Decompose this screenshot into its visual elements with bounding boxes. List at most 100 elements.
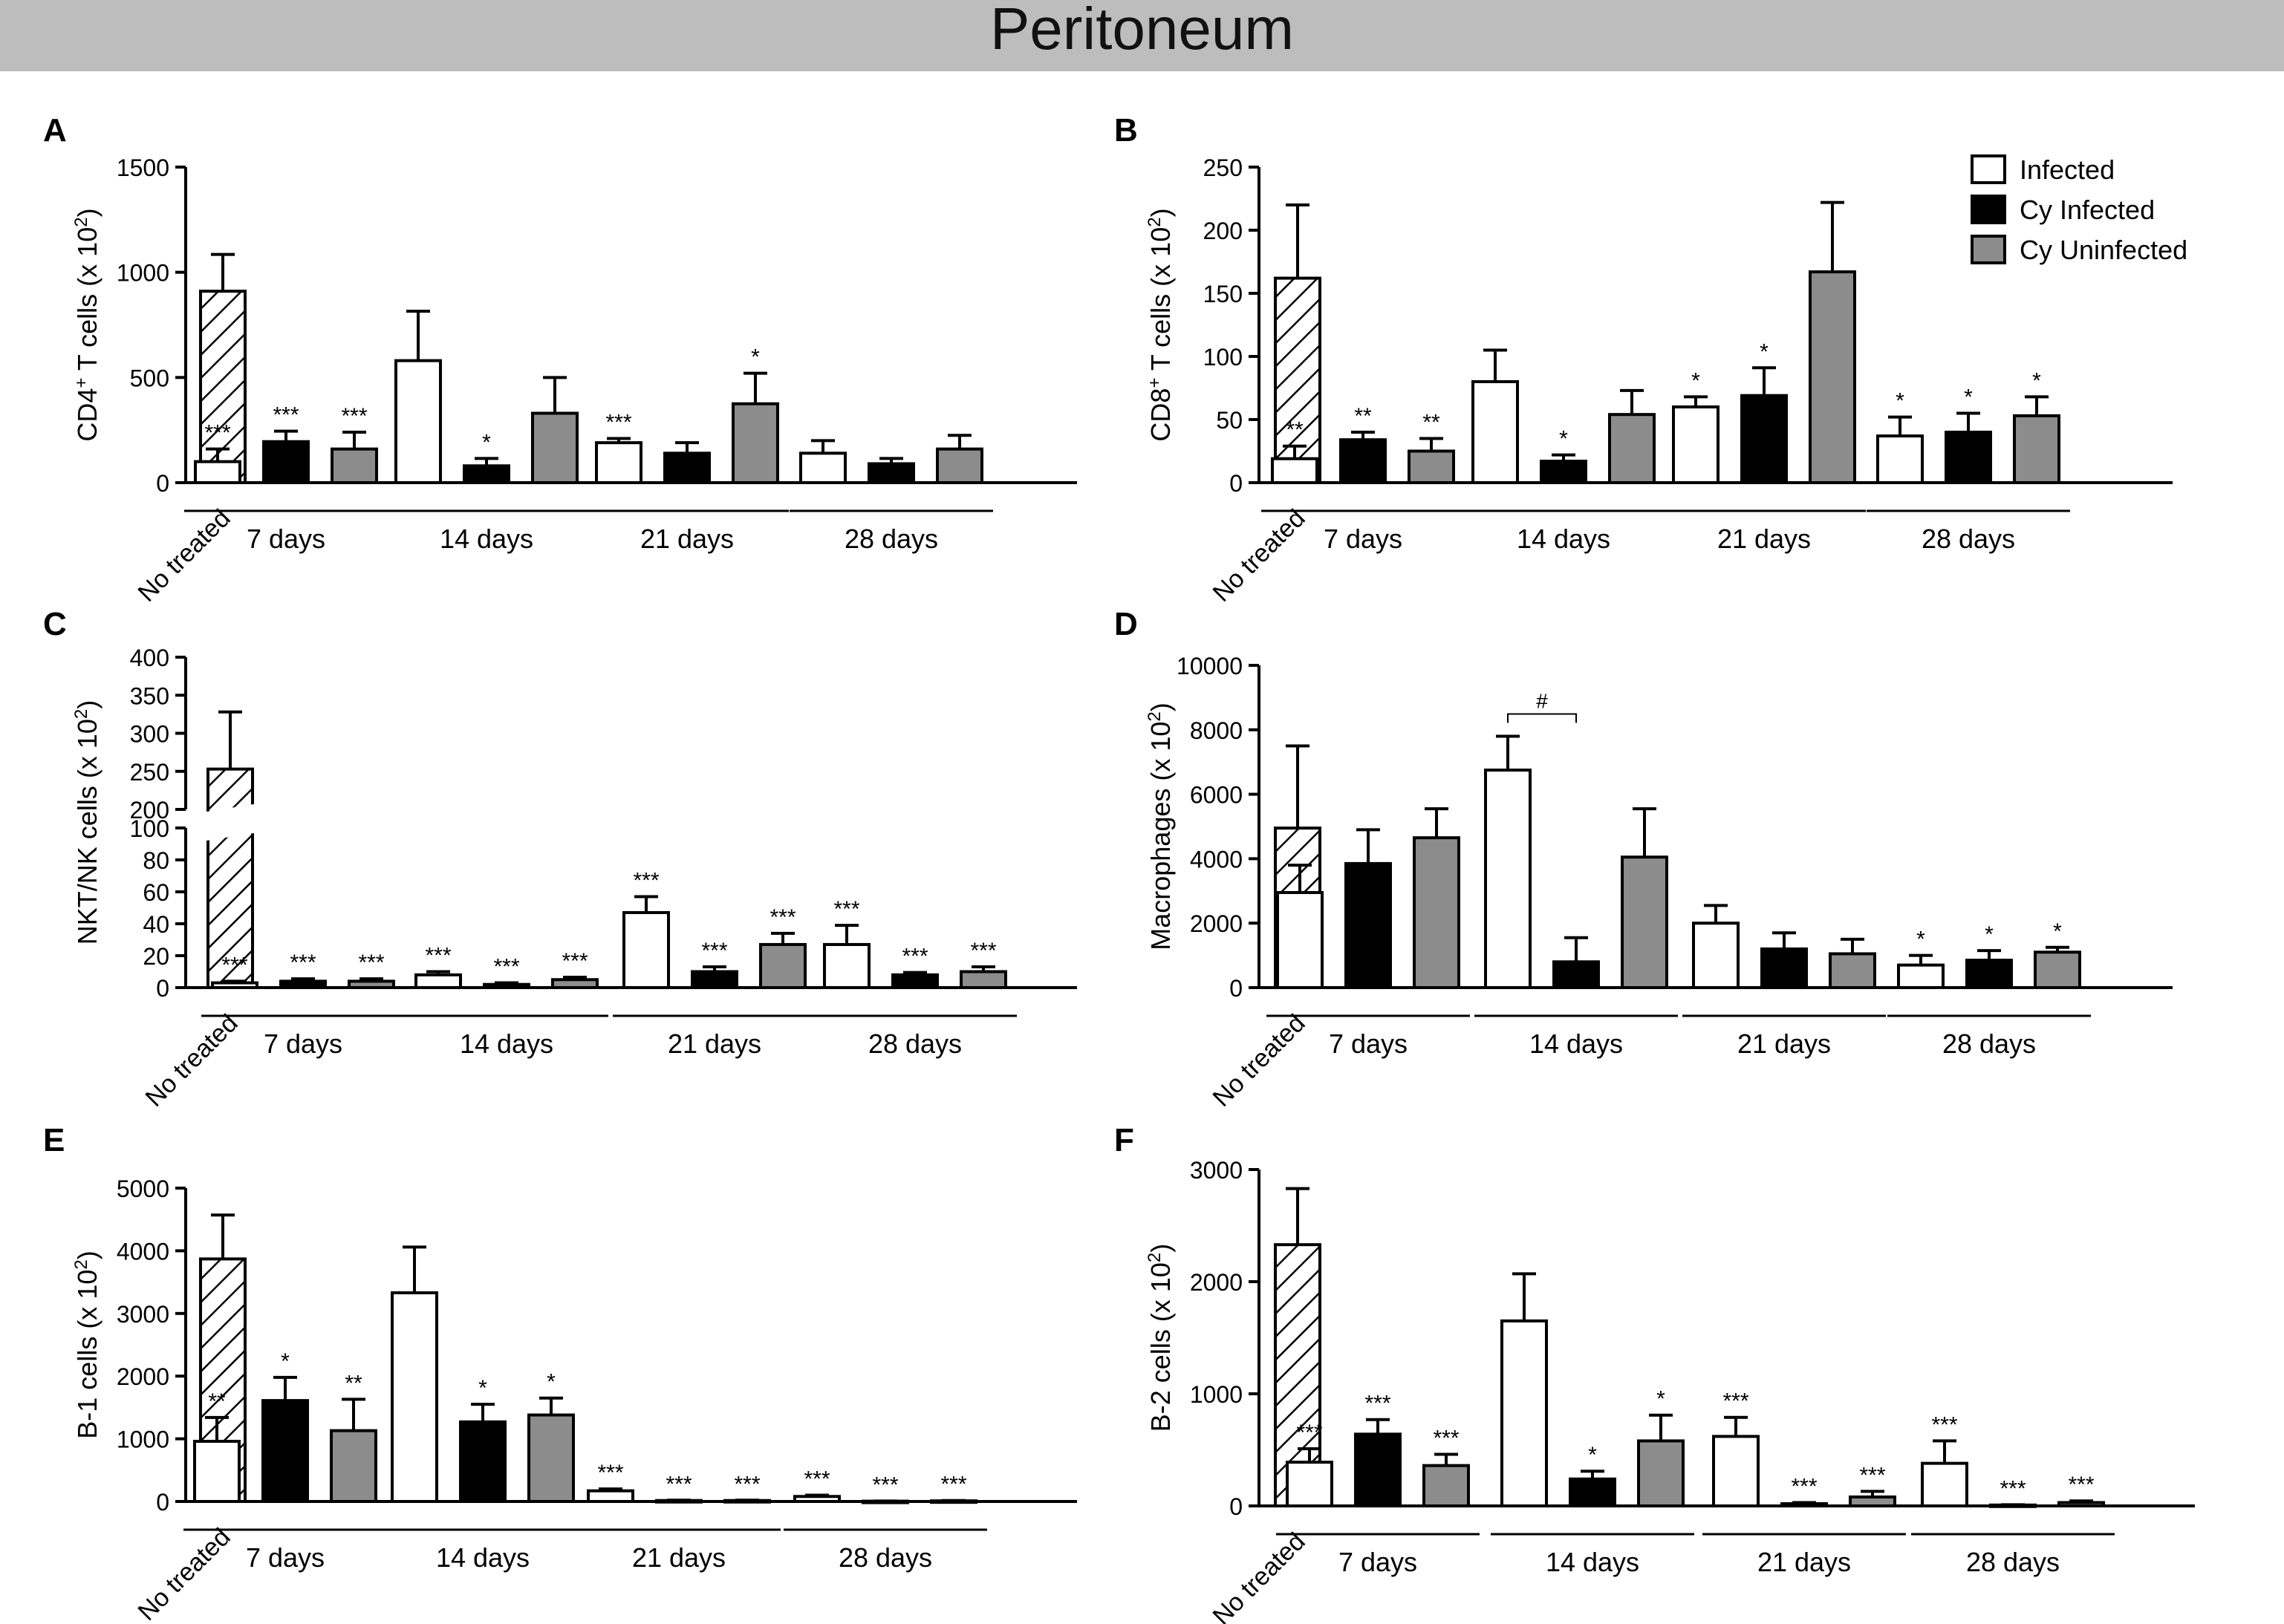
bar-cy-infected [483, 982, 530, 989]
bar-cy-uninfected [1608, 413, 1656, 485]
significance-label: * [1964, 385, 1973, 410]
comparison-bracket [1507, 713, 1577, 723]
y-tick-label: 1000 [117, 1426, 169, 1453]
panel-letter: D [1114, 606, 1138, 642]
y-label-end: ) [1145, 1244, 1176, 1253]
y-tick-label: 0 [1229, 470, 1243, 497]
significance-label: * [547, 1370, 556, 1395]
bar-cy-infected [655, 1499, 703, 1504]
y-axis-label: CD4+ T cells (x 102) [71, 208, 103, 441]
bar-cy-uninfected [527, 1413, 575, 1503]
significance-label: *** [701, 939, 727, 963]
bar-infected [799, 451, 847, 484]
y-tick-label: 200 [1203, 218, 1243, 244]
bar-infected [1484, 769, 1532, 990]
legend-swatch [1971, 235, 2006, 264]
y-label-exp: 2 [71, 709, 91, 719]
y-tick-label: 250 [1203, 154, 1243, 181]
bar-infected [193, 1439, 241, 1503]
bar-cy-infected [1760, 947, 1808, 990]
y-tick-label: 150 [1203, 281, 1243, 307]
significance-label: *** [2000, 1476, 2026, 1501]
y-tick-label: 4000 [1190, 846, 1243, 873]
x-label-no-treated: No treated [140, 1009, 244, 1112]
significance-label: *** [221, 953, 247, 977]
y-label-rest: T cells (x 10 [1145, 227, 1176, 378]
legend-swatch [1971, 154, 2006, 184]
y-label-end: ) [72, 1250, 103, 1259]
bar-cy-uninfected [759, 942, 807, 989]
panel-letter: A [43, 112, 67, 149]
bar-cy-uninfected [732, 402, 779, 484]
bar-infected [394, 359, 442, 484]
bar-cy-uninfected [1422, 1464, 1470, 1508]
y-label-rest: T cells (x 10 [72, 227, 103, 378]
significance-label: *** [562, 949, 588, 974]
page-title: Peritoneum [989, 0, 1295, 62]
x-group-label: 7 days [1324, 524, 1402, 554]
y-tick-label: 2000 [1190, 910, 1243, 937]
legend-label: Cy Infected [2020, 195, 2155, 225]
bar-infected [1876, 434, 1924, 484]
bar-infected [414, 973, 462, 990]
y-label-main: Macrophages (x 10 [1145, 722, 1176, 950]
x-group-label: 14 days [1529, 1028, 1623, 1059]
y-tick-label: 200 [130, 797, 169, 824]
y-label-main: B-2 cells (x 10 [1145, 1262, 1176, 1432]
significance-label: *** [425, 944, 451, 968]
x-group-label: 28 days [845, 524, 938, 554]
significance-label: * [478, 1376, 487, 1400]
x-group-label: 21 days [1717, 524, 1811, 554]
y-tick-label: 350 [130, 682, 169, 709]
bar-infected [1276, 890, 1324, 989]
significance-label: * [1559, 427, 1568, 451]
bar-infected [211, 981, 258, 990]
significance-label: * [1896, 389, 1904, 414]
bar-infected [1500, 1319, 1548, 1507]
bar-cy-uninfected [2013, 414, 2060, 485]
bar-cy-infected [261, 1399, 309, 1503]
significance-label: ** [1422, 411, 1440, 435]
y-tick-label: 20 [143, 943, 169, 970]
y-label-sup: + [1145, 378, 1165, 388]
bar-cy-uninfected [2034, 950, 2081, 990]
significance-label: * [281, 1349, 290, 1374]
comparison-label: # [1536, 689, 1548, 712]
bar-cy-infected [262, 440, 310, 484]
y-tick-label: 1500 [117, 154, 169, 181]
x-group-label: 28 days [868, 1028, 962, 1059]
significance-label: *** [1433, 1426, 1459, 1451]
y-label-sup: + [71, 378, 91, 388]
bar-cy-uninfected [1413, 836, 1460, 989]
bar-cy-uninfected [330, 1429, 377, 1504]
y-tick-label: 60 [143, 879, 169, 906]
bar-cy-uninfected [1829, 952, 1876, 990]
y-label-main: B-1 cells (x 10 [72, 1270, 103, 1439]
significance-label: *** [493, 955, 519, 979]
bar-cy-uninfected [930, 1499, 977, 1504]
significance-label: * [1691, 368, 1700, 393]
x-group-label: 21 days [1737, 1028, 1831, 1059]
significance-label: *** [2068, 1473, 2094, 1497]
y-label-end: ) [72, 208, 103, 217]
x-group-label: 28 days [1942, 1028, 2036, 1059]
y-tick-label: 100 [130, 815, 169, 842]
significance-label: ** [208, 1389, 226, 1414]
x-group-label: 28 days [1922, 524, 2015, 554]
x-group-label: 28 days [839, 1542, 932, 1573]
y-axis-label: B-1 cells (x 102) [71, 1250, 103, 1438]
significance-label: *** [273, 403, 299, 428]
panel-letter: C [43, 606, 67, 642]
y-tick-label: 50 [1216, 407, 1243, 434]
y-tick-label: 250 [130, 759, 169, 786]
bar-cy-infected [1965, 959, 2013, 989]
bar-cy-uninfected [1408, 449, 1455, 484]
bar-infected [1471, 380, 1519, 484]
significance-label: *** [1859, 1463, 1885, 1487]
legend-swatch [1971, 195, 2006, 224]
panel-letter: E [43, 1122, 65, 1158]
y-tick-label: 3000 [1190, 1157, 1243, 1184]
bar-cy-uninfected [723, 1499, 771, 1504]
